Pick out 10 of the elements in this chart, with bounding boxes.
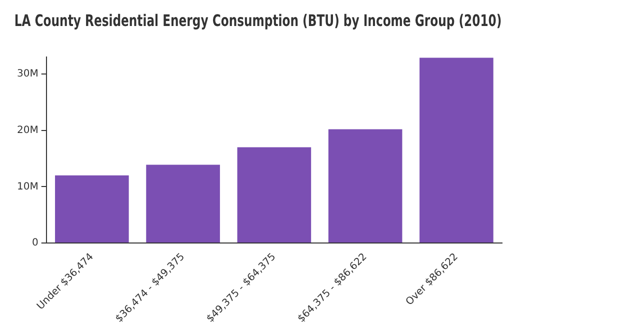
y-tick-label: 30M [16, 68, 38, 80]
bar [146, 164, 220, 242]
bar [328, 129, 402, 242]
chart-title: LA County Residential Energy Consumption (BTU) by Income Group (2010) [14, 12, 502, 30]
bar [55, 175, 129, 242]
y-tick-label: 0 [32, 238, 38, 249]
y-tick-label: 20M [16, 124, 38, 136]
bar [237, 147, 312, 242]
y-tick-label: 10M [16, 181, 38, 192]
bar [420, 58, 494, 242]
